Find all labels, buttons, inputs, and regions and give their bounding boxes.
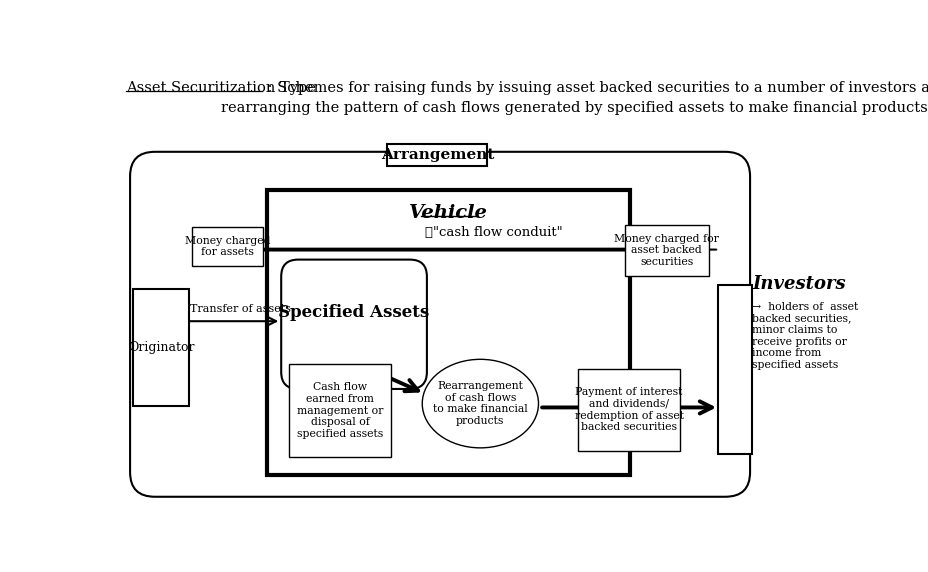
Text: Money charged
for assets: Money charged for assets	[185, 236, 270, 257]
FancyBboxPatch shape	[716, 285, 751, 454]
Text: Transfer of assets: Transfer of assets	[189, 304, 290, 313]
Ellipse shape	[422, 359, 538, 448]
FancyBboxPatch shape	[267, 190, 629, 475]
Text: Rearrangement
of cash flows
to make financial
products: Rearrangement of cash flows to make fina…	[432, 381, 527, 426]
FancyBboxPatch shape	[387, 144, 487, 166]
Text: ※"cash flow conduit": ※"cash flow conduit"	[425, 226, 562, 239]
FancyBboxPatch shape	[624, 225, 708, 276]
FancyBboxPatch shape	[281, 260, 427, 389]
Text: Money charged for
asset backed
securities: Money charged for asset backed securitie…	[613, 234, 718, 267]
Text: Investors: Investors	[752, 275, 845, 293]
FancyBboxPatch shape	[133, 289, 188, 406]
FancyBboxPatch shape	[192, 227, 264, 266]
FancyBboxPatch shape	[130, 152, 749, 496]
Text: Payment of interest
and dividends/
redemption of asset
backed securities: Payment of interest and dividends/ redem…	[574, 387, 683, 432]
Text: Originator: Originator	[128, 341, 194, 354]
Text: Asset Securitization Type: Asset Securitization Type	[126, 81, 316, 95]
FancyBboxPatch shape	[289, 364, 391, 458]
Text: Specified Assets: Specified Assets	[278, 304, 430, 321]
Text: Cash flow
earned from
management or
disposal of
specified assets: Cash flow earned from management or disp…	[297, 382, 383, 439]
Text: : Schemes for raising funds by issuing asset backed securities to a number of in: : Schemes for raising funds by issuing a…	[263, 81, 928, 95]
FancyBboxPatch shape	[577, 369, 679, 451]
Text: rearranging the pattern of cash flows generated by specified assets to make fina: rearranging the pattern of cash flows ge…	[221, 101, 928, 115]
Text: Vehicle: Vehicle	[408, 204, 487, 222]
Text: Arrangement: Arrangement	[380, 148, 494, 162]
Text: →  holders of  asset
backed securities,
minor claims to
receive profits or
incom: → holders of asset backed securities, mi…	[752, 302, 857, 370]
